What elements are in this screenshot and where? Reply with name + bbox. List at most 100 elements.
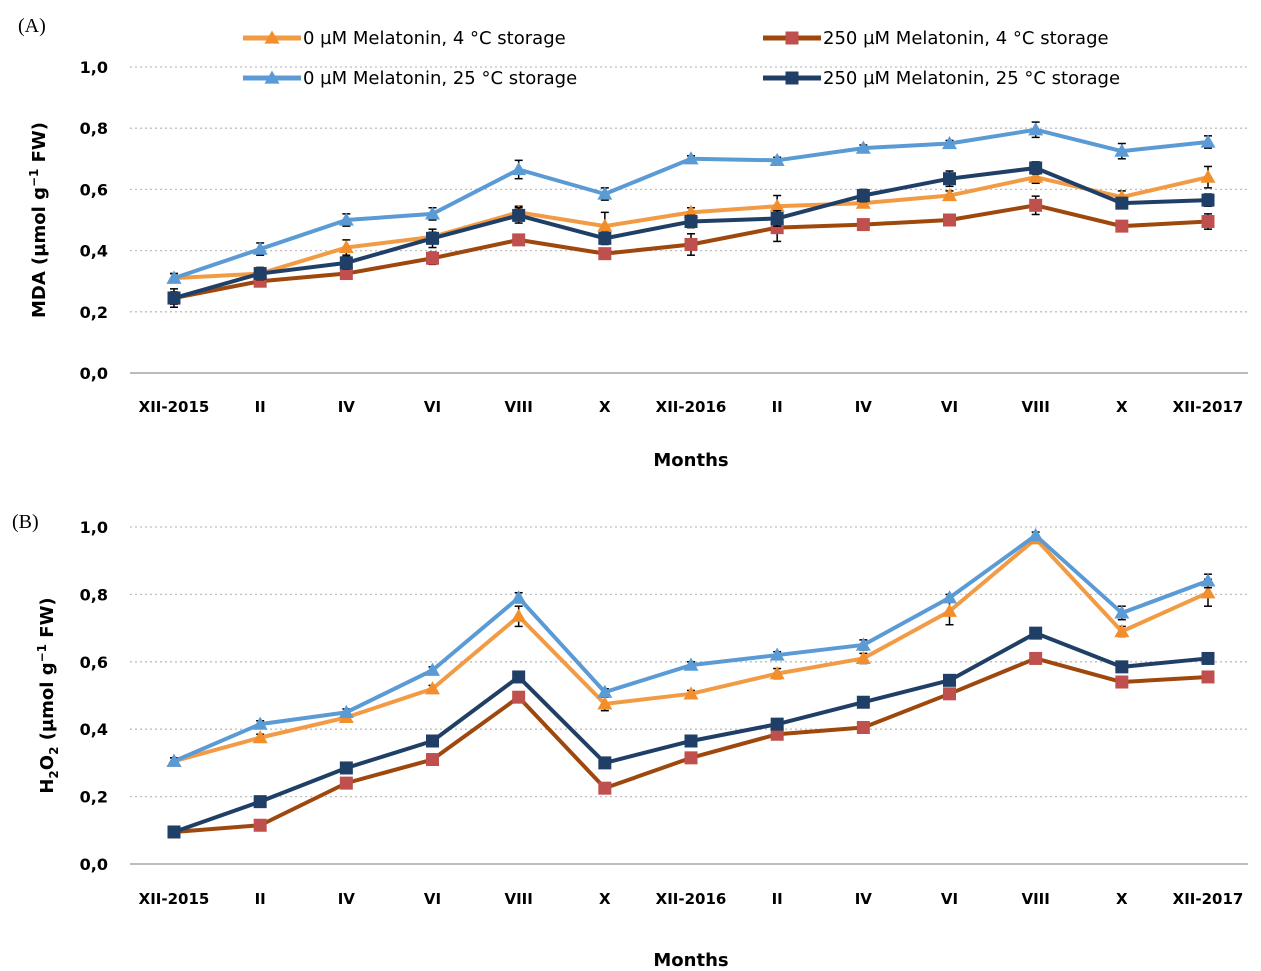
y-tick-label: 0,0 xyxy=(80,364,108,383)
data-point xyxy=(1028,169,1044,183)
series-line xyxy=(173,533,1209,764)
legend-item: 0 µM Melatonin, 4 °C storage xyxy=(243,28,566,49)
data-point xyxy=(1028,122,1044,136)
data-point xyxy=(770,211,784,225)
data-point xyxy=(1029,198,1043,212)
data-point xyxy=(425,681,440,695)
data-point xyxy=(683,686,699,700)
data-point xyxy=(770,717,784,731)
series-3 xyxy=(167,626,1215,839)
y-tick-label: 0,8 xyxy=(80,585,108,604)
data-point xyxy=(855,637,871,651)
data-point xyxy=(339,761,353,775)
panel-label: (A) xyxy=(18,15,46,37)
x-tick-label: XII-2017 xyxy=(1173,890,1244,908)
x-tick-label: VIII xyxy=(1021,890,1049,908)
data-point xyxy=(1114,143,1130,157)
data-point xyxy=(167,825,181,839)
data-point xyxy=(1200,585,1216,599)
data-point xyxy=(942,590,957,604)
data-point xyxy=(684,734,698,748)
legend-marker xyxy=(264,30,280,44)
data-point xyxy=(338,212,354,226)
data-point xyxy=(943,172,956,186)
data-point xyxy=(426,231,439,245)
y-axis-title-part: −1 xyxy=(35,644,49,662)
data-point xyxy=(252,730,268,744)
data-point xyxy=(253,795,267,809)
data-point xyxy=(339,267,353,281)
y-tick-label: 0,0 xyxy=(80,855,108,874)
data-point xyxy=(1201,670,1215,684)
x-tick-label: II xyxy=(772,398,783,416)
y-tick-label: 0,2 xyxy=(80,788,108,807)
data-point xyxy=(1200,169,1216,183)
panel-label: (B) xyxy=(12,511,39,533)
x-tick-label: IV xyxy=(338,398,356,416)
data-point xyxy=(425,206,440,220)
data-point xyxy=(1201,651,1215,665)
x-tick-label: X xyxy=(1116,890,1128,908)
data-point xyxy=(597,186,613,200)
y-tick-label: 0,4 xyxy=(80,720,108,739)
data-point xyxy=(598,247,612,261)
data-point xyxy=(512,690,526,704)
x-tick-label: VI xyxy=(941,398,958,416)
data-point xyxy=(856,189,870,203)
data-point xyxy=(942,603,957,617)
legend-label: 0 µM Melatonin, 25 °C storage xyxy=(303,68,577,89)
data-point xyxy=(769,666,785,680)
data-point xyxy=(683,657,699,671)
x-tick-label: VI xyxy=(941,890,958,908)
data-point xyxy=(252,241,268,255)
data-point xyxy=(1115,219,1129,233)
x-tick-label: IV xyxy=(855,398,873,416)
data-point xyxy=(425,662,440,676)
data-point xyxy=(1200,573,1216,587)
data-point xyxy=(943,687,956,701)
legend-label: 0 µM Melatonin, 4 °C storage xyxy=(303,28,566,49)
x-axis-title: Months xyxy=(653,450,728,471)
x-tick-label: IV xyxy=(855,890,873,908)
x-tick-label: II xyxy=(255,890,266,908)
data-point xyxy=(683,151,699,165)
data-point xyxy=(426,753,439,767)
y-axis-title-part: FW) xyxy=(37,597,58,644)
x-tick-label: XII-2015 xyxy=(139,398,210,416)
data-point xyxy=(856,721,870,735)
y-axis-title-part: MDA (µmol g xyxy=(29,187,50,318)
legend-marker xyxy=(785,31,799,45)
data-point xyxy=(511,590,527,604)
legend-label: 250 µM Melatonin, 25 °C storage xyxy=(823,68,1120,89)
data-point xyxy=(856,218,870,232)
data-point xyxy=(769,647,785,661)
x-tick-label: VIII xyxy=(504,398,532,416)
x-tick-label: X xyxy=(599,890,611,908)
data-point xyxy=(166,753,182,767)
data-point xyxy=(598,231,612,245)
data-point xyxy=(339,256,353,270)
legend-item: 250 µM Melatonin, 25 °C storage xyxy=(763,68,1120,89)
data-point xyxy=(943,213,956,227)
data-point xyxy=(597,684,613,698)
data-point xyxy=(1115,675,1129,689)
x-tick-label: II xyxy=(255,398,266,416)
y-axis-title-part: (µmol g xyxy=(37,662,58,746)
data-point xyxy=(855,650,871,665)
data-point xyxy=(252,716,268,730)
series-3 xyxy=(167,161,1215,308)
y-tick-label: 0,8 xyxy=(80,119,108,138)
data-point xyxy=(512,208,526,222)
data-point xyxy=(512,233,526,247)
y-axis-title: MDA (µmol g−1 FW) xyxy=(27,122,50,318)
data-point xyxy=(1029,161,1043,175)
data-point xyxy=(684,215,698,229)
legend: 0 µM Melatonin, 4 °C storage 250 µM Melat… xyxy=(243,28,1120,89)
data-point xyxy=(338,240,354,254)
x-tick-label: X xyxy=(599,398,611,416)
x-tick-label: VI xyxy=(424,890,441,908)
legend-marker xyxy=(264,70,280,84)
y-tick-label: 0,2 xyxy=(80,303,108,322)
data-point xyxy=(1114,605,1130,619)
